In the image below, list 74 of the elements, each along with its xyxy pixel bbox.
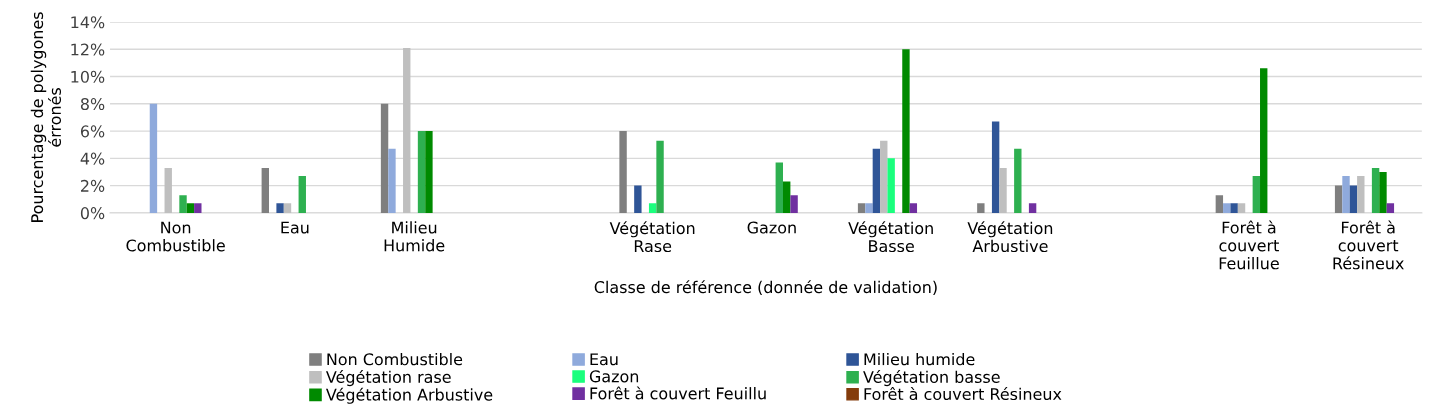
bar (261, 167, 269, 213)
bar (1357, 176, 1365, 213)
bar (872, 148, 881, 213)
bar (857, 203, 866, 213)
bar (417, 131, 426, 213)
legend-label: Non Combustible (327, 352, 463, 366)
bar (634, 185, 642, 213)
bar (1379, 171, 1387, 213)
bar (909, 203, 918, 213)
legend-label: Forêt à couvert Résineux (864, 387, 1062, 401)
legend-label: Milieu humide (864, 352, 975, 366)
y-tick-label: 6% (80, 125, 105, 138)
legend-label: Végétation Arbustive (326, 387, 493, 404)
bar (298, 176, 306, 213)
y-tick-label: 2% (81, 179, 105, 192)
legend-label: Forêt à couvert Feuillu (590, 386, 766, 400)
y-tick-label: 8% (80, 98, 105, 111)
bar (790, 195, 798, 213)
bar (1260, 68, 1268, 213)
bar (179, 195, 187, 213)
legend-label: Eau (590, 353, 618, 366)
legend-label: Gazon (589, 370, 639, 383)
bar (1028, 203, 1037, 213)
bar (380, 103, 389, 213)
bar (887, 158, 895, 213)
bar (1386, 203, 1395, 213)
bar (880, 140, 888, 213)
bar (977, 203, 985, 213)
y-tick-label: 0% (80, 207, 105, 220)
bar (1223, 203, 1231, 213)
x-tick-label: Gazon (747, 221, 796, 234)
x-axis-title: Classe de référence (donnée de validation) (594, 280, 937, 296)
bar (1014, 148, 1022, 213)
x-tick-label: Non Combustible (126, 221, 225, 252)
bar (388, 148, 396, 213)
bar (783, 181, 791, 213)
bar (1349, 185, 1358, 213)
bar (1371, 167, 1380, 213)
bar (991, 121, 1000, 213)
x-tick-label: Eau (281, 221, 309, 234)
x-tick-label: Forêt à couvert Résineux (1333, 220, 1404, 270)
bar (403, 47, 411, 213)
legend-label: Végétation basse (863, 370, 1000, 387)
x-tick-label: Végétation Basse (848, 221, 933, 253)
y-tick-label: 4% (80, 152, 105, 165)
bar (902, 49, 910, 213)
bar (865, 203, 873, 213)
x-tick-label: Végétation Arbustive (967, 221, 1053, 253)
legend-label: Végétation rase (326, 370, 451, 387)
bar (194, 203, 202, 213)
bar (283, 203, 292, 213)
y-axis-title: Pourcentage de polygones érronés (30, 12, 62, 222)
bar (999, 167, 1007, 213)
x-tick-label: Forêt à couvert Feuillue (1219, 220, 1279, 270)
x-tick-label: Végétation Rase (609, 221, 695, 253)
y-tick-label: 14% (71, 16, 105, 29)
bar (1237, 203, 1246, 213)
y-tick-label: 12% (71, 43, 105, 56)
bar (648, 203, 657, 213)
bar (656, 140, 664, 213)
bar (186, 203, 195, 213)
bar (1334, 185, 1343, 213)
bar (619, 131, 627, 213)
bar (149, 103, 158, 213)
x-tick-label: Milieu Humide (384, 221, 445, 252)
bar (276, 203, 284, 213)
bar (775, 162, 783, 213)
bar (425, 131, 433, 213)
bar (1215, 195, 1224, 213)
bar (1252, 176, 1261, 213)
bar (1230, 203, 1238, 213)
bar (164, 167, 172, 213)
y-tick-label: 10% (71, 70, 105, 83)
bar (1342, 176, 1350, 213)
